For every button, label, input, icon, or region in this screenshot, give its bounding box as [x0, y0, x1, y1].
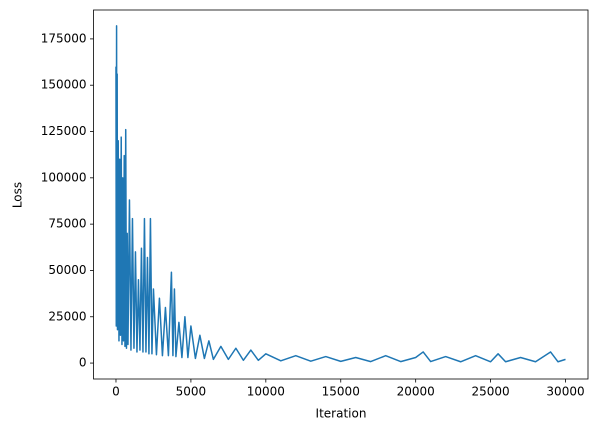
x-tick-label: 20000: [397, 385, 435, 399]
loss-line: [115, 25, 566, 363]
y-axis-label: Loss: [11, 182, 25, 208]
x-tick-label: 25000: [472, 385, 510, 399]
x-axis-label: Iteration: [316, 407, 367, 421]
y-tick-label: 75000: [48, 217, 86, 231]
y-tick-label: 100000: [41, 170, 87, 184]
x-tick-label: 0: [112, 385, 120, 399]
axes-frame: [93, 9, 589, 380]
y-tick-label: 175000: [41, 31, 87, 45]
x-tick-label: 10000: [247, 385, 285, 399]
y-tick-label: 150000: [41, 78, 87, 92]
y-tick-label: 25000: [48, 309, 86, 323]
y-tick-label: 125000: [41, 124, 87, 138]
x-tick-label: 15000: [322, 385, 360, 399]
y-tick-label: 50000: [48, 263, 86, 277]
x-tick-label: 30000: [546, 385, 584, 399]
y-tick-label: 0: [79, 356, 87, 370]
x-tick-label: 5000: [176, 385, 207, 399]
